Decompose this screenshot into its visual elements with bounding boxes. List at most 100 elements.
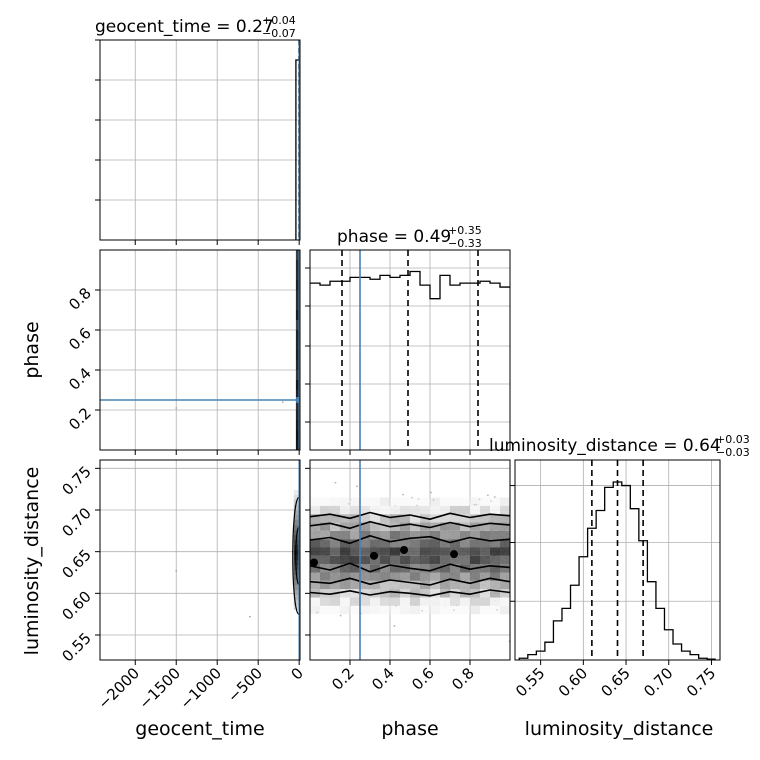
phase-lumdist-density-cell xyxy=(480,597,490,606)
phase-lumdist-density-cell xyxy=(430,539,440,548)
phase-lumdist-density-cell xyxy=(460,597,470,606)
phase-lumdist-density-cell xyxy=(320,547,330,556)
xtick-label-phase-2: 0.6 xyxy=(408,664,438,694)
xlabel-geocent-time: geocent_time xyxy=(135,718,264,740)
phase-lumdist-density-cell xyxy=(490,564,500,573)
phase-lumdist-density-cell xyxy=(310,539,320,548)
lumdist-hist-step xyxy=(518,481,716,660)
phase-lumdist-density-cell xyxy=(490,597,500,606)
phase-lumdist-density-cell xyxy=(460,605,470,615)
phase-lumdist-density-cell xyxy=(420,605,430,615)
phase-lumdist-density-cell xyxy=(460,497,470,506)
phase-lumdist-density-cell xyxy=(440,505,450,515)
phase-lumdist-density-cell xyxy=(400,505,410,515)
phase-lumdist-density-cell xyxy=(380,497,390,506)
phase-lumdist-density-cell xyxy=(340,597,350,606)
phase-lumdist-density-cell xyxy=(310,505,320,515)
phase-lumdist-density-cell xyxy=(390,505,400,515)
phase-lumdist-density-cell xyxy=(500,530,510,540)
phase-lumdist-density-cell xyxy=(440,497,450,506)
phase-lumdist-density-cell xyxy=(350,530,360,540)
phase-lumdist-density-cell xyxy=(420,564,430,573)
phase-lumdist-density-cell xyxy=(450,597,460,606)
geocent-phase-density-cell xyxy=(295,430,300,440)
phase-lumdist-density-cell xyxy=(310,572,320,581)
phase-lumdist-density-cell xyxy=(350,605,360,615)
geocent-lumdist-density-cell xyxy=(293,585,300,590)
phase-lumdist-density-cell xyxy=(360,555,370,565)
phase-lumdist-contour-blob-3 xyxy=(310,558,318,567)
phase-lumdist-sample xyxy=(453,609,455,612)
geocent-lumdist-density-cell xyxy=(293,600,300,605)
phase-lumdist-sample xyxy=(339,614,342,617)
phase-lumdist-density-cell xyxy=(410,580,420,590)
phase-lumdist-density-cell xyxy=(500,522,510,531)
phase-lumdist-density-cell xyxy=(390,514,400,523)
ytick-label-luminosity-distance-2: 0.65 xyxy=(58,546,94,582)
phase-lumdist-density-cell xyxy=(460,514,470,523)
phase-lumdist-density-cell xyxy=(370,497,380,506)
phase-lumdist-density-cell xyxy=(380,580,390,590)
phase-lumdist-density-cell xyxy=(400,555,410,565)
phase-lumdist-density-cell xyxy=(310,605,320,615)
phase-lumdist-contour-blob-2 xyxy=(450,550,458,559)
xtick-label-lumdist-hist-4: 0.75 xyxy=(683,664,719,700)
geocent-phase-density-cell xyxy=(295,340,300,350)
title-luminosity-distance: luminosity_distance = 0.64 xyxy=(489,436,721,456)
phase-lumdist-density-cell xyxy=(480,514,490,523)
phase-lumdist-contour-3 xyxy=(310,535,510,545)
phase-lumdist-sample xyxy=(349,498,352,501)
phase-lumdist-density-cell xyxy=(440,580,450,590)
phase-lumdist-density-cell xyxy=(360,539,370,548)
xlabel-luminosity-distance: luminosity_distance xyxy=(525,718,714,740)
phase-lumdist-density-cell xyxy=(400,572,410,581)
phase-lumdist-density-cell xyxy=(310,514,320,523)
phase-lumdist-sample xyxy=(478,498,481,501)
phase-lumdist-density-cell xyxy=(360,564,370,573)
phase-lumdist-density-cell xyxy=(350,497,360,506)
phase-lumdist-density-cell xyxy=(340,547,350,556)
phase-lumdist-density-cell xyxy=(390,555,400,565)
phase-lumdist-density-cell xyxy=(340,514,350,523)
phase-lumdist-sample xyxy=(473,503,476,506)
phase-lumdist-density-cell xyxy=(310,547,320,556)
phase-lumdist-density-cell xyxy=(430,505,440,515)
panel-phase-hist-frame xyxy=(309,249,511,451)
phase-lumdist-density-cell xyxy=(320,555,330,565)
phase-lumdist-density-cell xyxy=(350,505,360,515)
phase-lumdist-density-cell xyxy=(330,539,340,548)
phase-lumdist-contour-5 xyxy=(310,511,510,520)
geocent-lumdist-density-cell xyxy=(293,540,300,545)
phase-lumdist-density-cell xyxy=(370,589,380,598)
phase-lumdist-density-cell xyxy=(420,505,430,515)
geocent-phase-density-cell xyxy=(295,290,300,300)
phase-lumdist-density-cell xyxy=(430,547,440,556)
ytick-label-phase-3: 0.8 xyxy=(65,284,95,314)
phase-lumdist-density-cell xyxy=(480,505,490,515)
phase-lumdist-density-cell xyxy=(340,539,350,548)
phase-lumdist-density-cell xyxy=(480,564,490,573)
phase-lumdist-density-cell xyxy=(340,505,350,515)
geocent-lumdist-outlier xyxy=(175,570,178,572)
phase-lumdist-density-cell xyxy=(360,597,370,606)
phase-lumdist-density-cell xyxy=(370,572,380,581)
ytick-label-phase-2: 0.6 xyxy=(65,324,95,354)
xtick-label-geocent-time-3: −500 xyxy=(224,664,266,706)
geocent-lumdist-density-cell xyxy=(293,580,300,585)
xlabel-phase: phase xyxy=(381,718,438,740)
phase-lumdist-density-cell xyxy=(400,530,410,540)
phase-lumdist-density-cell xyxy=(490,580,500,590)
phase-lumdist-density-cell xyxy=(490,530,500,540)
geocent-lumdist-density-cell xyxy=(293,550,300,555)
phase-lumdist-density-cell xyxy=(480,589,490,598)
phase-lumdist-density-cell xyxy=(420,597,430,606)
title-luminosity-distance-sup: +0.03 xyxy=(716,433,750,446)
phase-lumdist-density-cell xyxy=(330,580,340,590)
phase-lumdist-density-cell xyxy=(460,547,470,556)
ytick-label-luminosity-distance-3: 0.70 xyxy=(58,504,94,540)
phase-lumdist-density-cell xyxy=(330,514,340,523)
phase-lumdist-density-cell xyxy=(500,580,510,590)
phase-lumdist-density-cell xyxy=(360,522,370,531)
phase-lumdist-density-cell xyxy=(390,605,400,615)
geocent-phase-density-cell xyxy=(295,410,300,420)
